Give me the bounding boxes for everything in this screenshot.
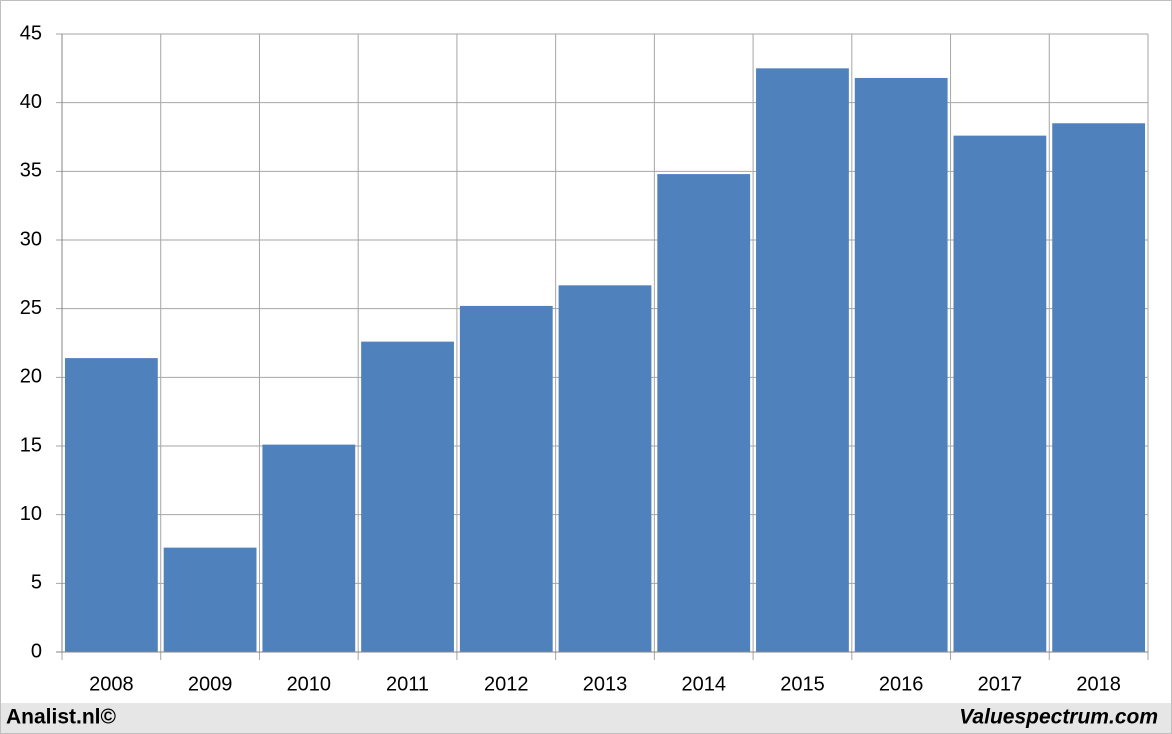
footer-band	[1, 703, 1171, 733]
bar	[953, 135, 1047, 653]
bar	[657, 174, 751, 652]
x-tick-label: 2017	[978, 673, 1023, 695]
bar	[361, 341, 454, 652]
y-tick-label: 30	[20, 228, 42, 250]
x-tick-label: 2009	[188, 673, 233, 695]
bar	[1052, 123, 1146, 653]
footer-right: Valuespectrum.com	[959, 706, 1158, 729]
footer-left: Analist.nl©	[6, 706, 117, 729]
bar	[64, 358, 158, 652]
x-tick-label: 2013	[583, 673, 628, 695]
x-tick-label: 2012	[484, 673, 529, 695]
y-tick-label: 10	[20, 503, 42, 525]
y-tick-label: 5	[31, 572, 42, 594]
x-tick-label: 2010	[287, 673, 332, 695]
bar	[854, 77, 948, 653]
y-tick-label: 25	[20, 297, 42, 319]
x-tick-label: 2014	[681, 673, 726, 695]
bar	[459, 305, 553, 652]
bar	[558, 285, 652, 652]
y-tick-label: 15	[20, 434, 42, 456]
y-tick-label: 35	[20, 160, 42, 182]
bar	[262, 444, 356, 652]
y-tick-label: 45	[20, 22, 42, 44]
x-tick-label: 2015	[780, 673, 825, 695]
x-tick-label: 2008	[89, 673, 134, 695]
x-tick-label: 2016	[879, 673, 924, 695]
bar	[163, 547, 257, 652]
x-tick-label: 2018	[1076, 673, 1121, 695]
y-tick-label: 0	[31, 640, 42, 662]
y-tick-label: 40	[20, 91, 42, 113]
x-tick-label: 2011	[386, 673, 429, 695]
bar	[756, 68, 849, 653]
y-tick-label: 20	[20, 366, 42, 388]
